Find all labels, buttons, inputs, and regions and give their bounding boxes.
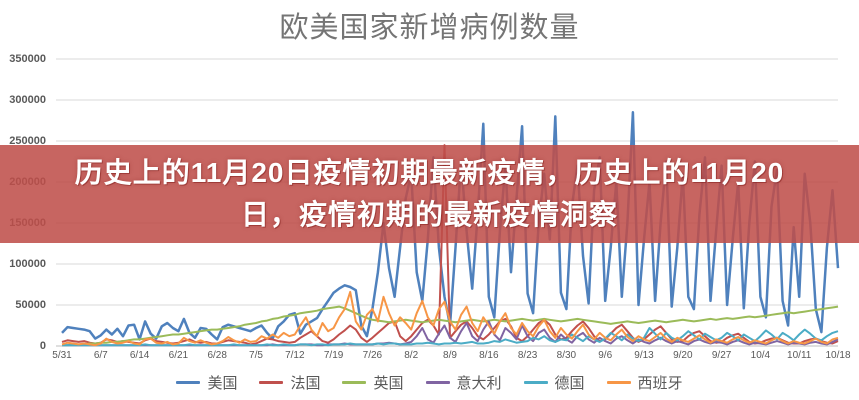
y-tick-label: 300000 <box>9 94 46 106</box>
legend-label: 法国 <box>290 374 321 392</box>
legend-label: 西班牙 <box>637 374 683 392</box>
legend-label: 英国 <box>373 374 404 392</box>
legend-line-icon <box>259 380 284 384</box>
x-tick-label: 8/30 <box>556 350 577 361</box>
legend-label: 德国 <box>554 374 585 392</box>
y-tick-label: 250000 <box>9 135 46 147</box>
x-tick-label: 6/14 <box>129 350 150 361</box>
x-tick-label: 7/12 <box>285 350 305 361</box>
legend-item-spain: 西班牙 <box>606 372 683 393</box>
banner-text-line1: 历史上的11月20日疫情初期最新疫情，历史上的11月20 <box>74 157 785 188</box>
legend-label: 意大利 <box>456 374 502 392</box>
x-tick-label: 7/26 <box>362 350 383 361</box>
legend-line-icon <box>523 380 548 384</box>
y-tick-label: 100000 <box>9 258 46 270</box>
x-tick-label: 8/9 <box>443 350 457 361</box>
series-line-germany <box>62 327 839 347</box>
legend-line-icon <box>342 380 367 384</box>
chart-legend: 美国 法国 英国 意大利 德国 西班牙 <box>0 368 859 396</box>
x-tick-label: 8/16 <box>479 350 499 361</box>
legend-line-icon <box>425 380 450 384</box>
x-tick-label: 6/7 <box>93 350 108 361</box>
x-tick-label: 10/18 <box>825 350 851 361</box>
legend-item-uk: 英国 <box>342 372 404 393</box>
series-line-spain <box>61 290 839 347</box>
y-tick-label: 350000 <box>9 53 46 65</box>
legend-line-icon <box>176 380 201 384</box>
legend-item-italy: 意大利 <box>425 372 502 393</box>
legend-item-germany: 德国 <box>523 372 585 393</box>
x-tick-label: 10/4 <box>750 350 771 361</box>
x-tick-label: 6/21 <box>168 350 189 361</box>
x-tick-label: 9/6 <box>598 350 613 361</box>
x-tick-label: 7/19 <box>323 350 344 361</box>
overlay-banner: 历史上的11月20日疫情初期最新疫情，历史上的11月20 日，疫情初期的最新疫情… <box>0 145 859 243</box>
x-tick-label: 8/2 <box>404 350 419 361</box>
banner-text-line2: 日，疫情初期的最新疫情洞察 <box>240 199 618 230</box>
chart-title: 欧美国家新增病例数量 <box>279 12 580 44</box>
legend-item-france: 法国 <box>259 372 320 393</box>
x-tick-label: 7/5 <box>249 350 263 361</box>
legend-line-icon <box>606 380 631 384</box>
y-tick-label: 50000 <box>15 299 46 311</box>
x-tick-label: 9/27 <box>711 350 732 361</box>
x-tick-label: 9/20 <box>673 350 693 361</box>
x-tick-label: 5/31 <box>52 350 72 361</box>
x-tick-label: 9/13 <box>634 350 654 361</box>
y-tick-label: 0 <box>39 340 46 352</box>
legend-item-us: 美国 <box>176 372 237 393</box>
legend-label: 美国 <box>207 374 238 392</box>
x-tick-label: 6/28 <box>207 350 227 361</box>
x-tick-label: 8/23 <box>517 350 538 361</box>
x-tick-label: 10/11 <box>787 350 812 361</box>
